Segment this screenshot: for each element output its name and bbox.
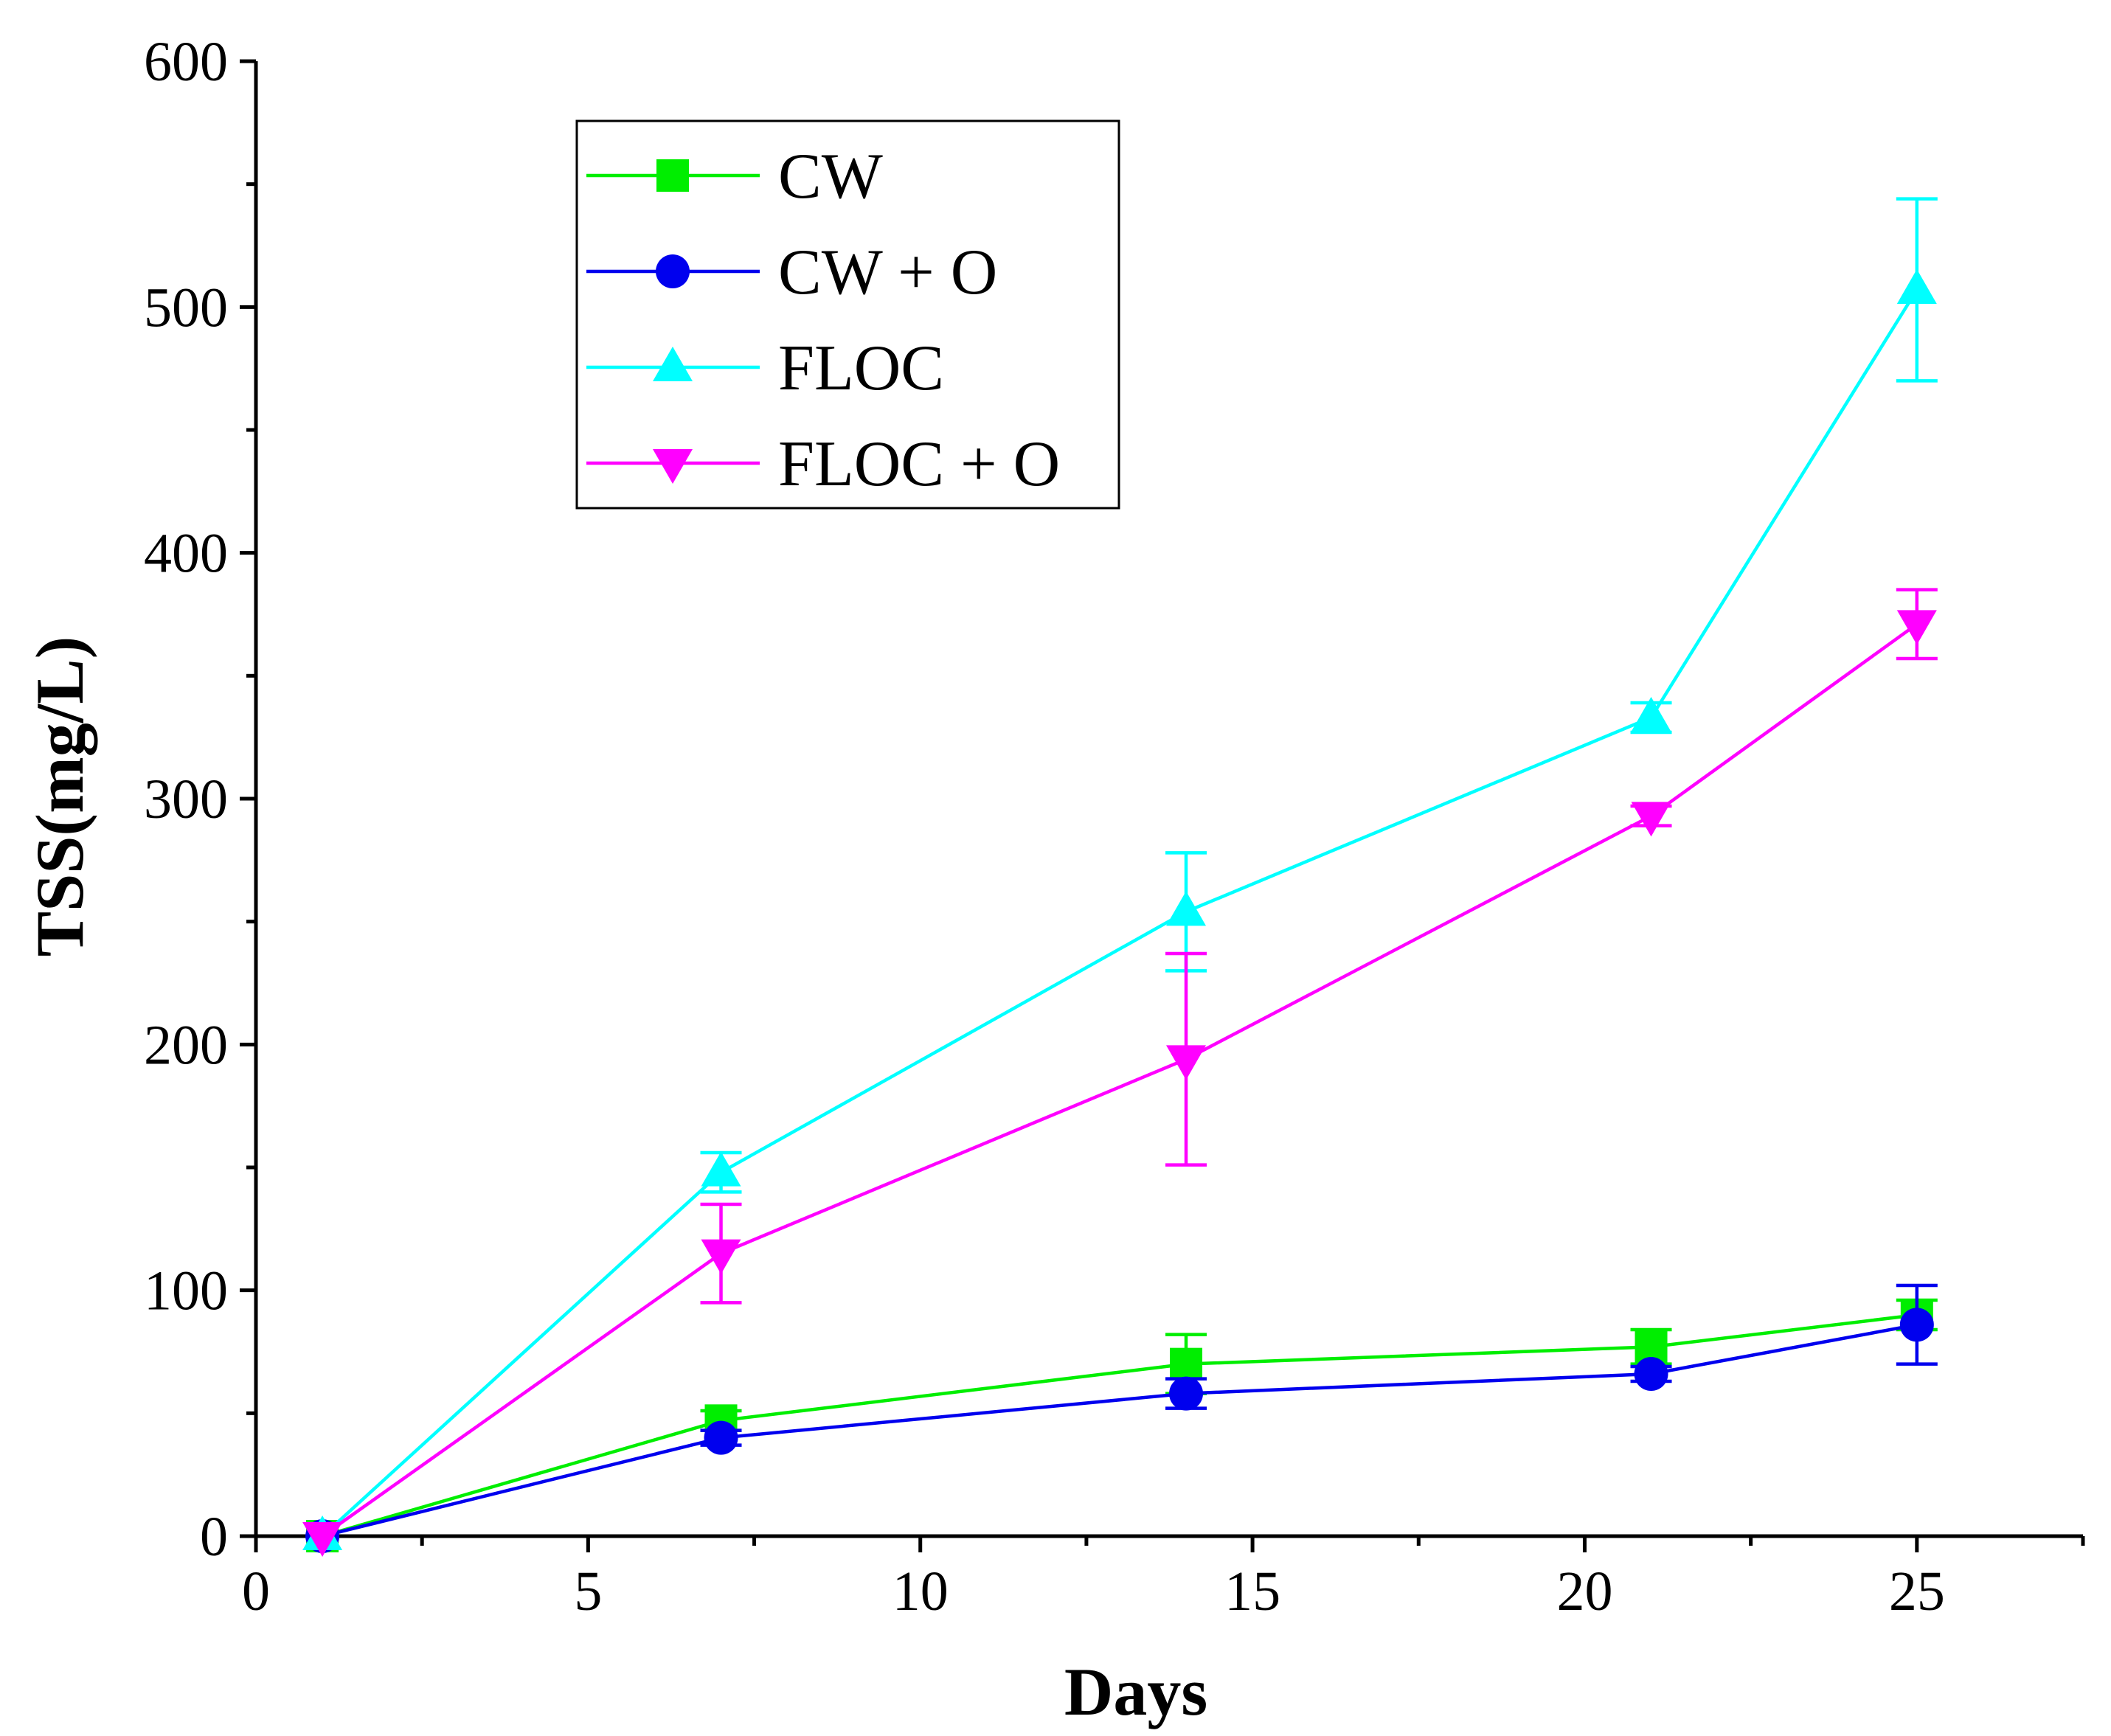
legend-item: CW + O — [586, 237, 997, 308]
series-cw-o — [305, 1283, 1938, 1553]
x-tick-label: 20 — [1556, 1560, 1612, 1622]
x-tick-label: 15 — [1224, 1560, 1280, 1622]
series-cw — [306, 1298, 1938, 1552]
x-tick-label: 5 — [574, 1560, 602, 1622]
data-point — [1631, 802, 1671, 837]
series-floc-o — [302, 588, 1938, 1557]
y-tick-label: 600 — [144, 31, 228, 93]
legend-marker — [656, 254, 690, 288]
data-point — [1631, 697, 1671, 732]
data-point — [1170, 1347, 1203, 1381]
axes: 0 5 10 15 20 25 0 100 200 300 400 500 600 — [144, 31, 2085, 1622]
data-point — [701, 1239, 741, 1274]
data-point — [1896, 610, 1937, 645]
legend: CW CW + O FLOC FLOC + O — [575, 119, 1120, 510]
series-line — [322, 1323, 1918, 1538]
y-tick-label: 200 — [144, 1014, 228, 1076]
legend-marker — [653, 347, 693, 381]
series-line — [322, 1313, 1918, 1538]
y-tick-label: 100 — [144, 1260, 228, 1322]
data-point — [1896, 269, 1937, 304]
x-tick-label: 10 — [892, 1560, 949, 1622]
legend-label: CW — [778, 141, 883, 212]
series-layer — [302, 197, 1938, 1557]
y-axis-title: TSS(mg/L) — [22, 636, 97, 957]
data-point — [704, 1420, 738, 1455]
y-tick-label: 500 — [144, 277, 228, 338]
legend-item: FLOC — [586, 333, 944, 404]
y-tick-label: 400 — [144, 523, 228, 585]
legend-marker — [656, 159, 689, 192]
legend-label: FLOC + O — [778, 428, 1060, 500]
legend-label: CW + O — [778, 237, 997, 308]
x-axis-title: Days — [1064, 1654, 1207, 1729]
x-tick-label: 25 — [1889, 1560, 1945, 1622]
series-floc — [302, 197, 1938, 1550]
data-point — [1166, 1045, 1207, 1080]
y-tick-label: 300 — [144, 768, 228, 830]
y-tick-label: 0 — [200, 1506, 228, 1568]
legend-marker — [653, 449, 693, 484]
legend-item: CW — [586, 141, 883, 212]
data-point — [701, 1151, 741, 1187]
x-tick-label: 0 — [242, 1560, 270, 1622]
legend-label: FLOC — [778, 333, 944, 404]
data-point — [1166, 891, 1207, 926]
legend-item: FLOC + O — [586, 428, 1060, 500]
data-point — [1899, 1308, 1934, 1342]
data-point — [1634, 1357, 1668, 1391]
data-point — [1169, 1376, 1204, 1411]
data-point — [302, 1522, 343, 1557]
